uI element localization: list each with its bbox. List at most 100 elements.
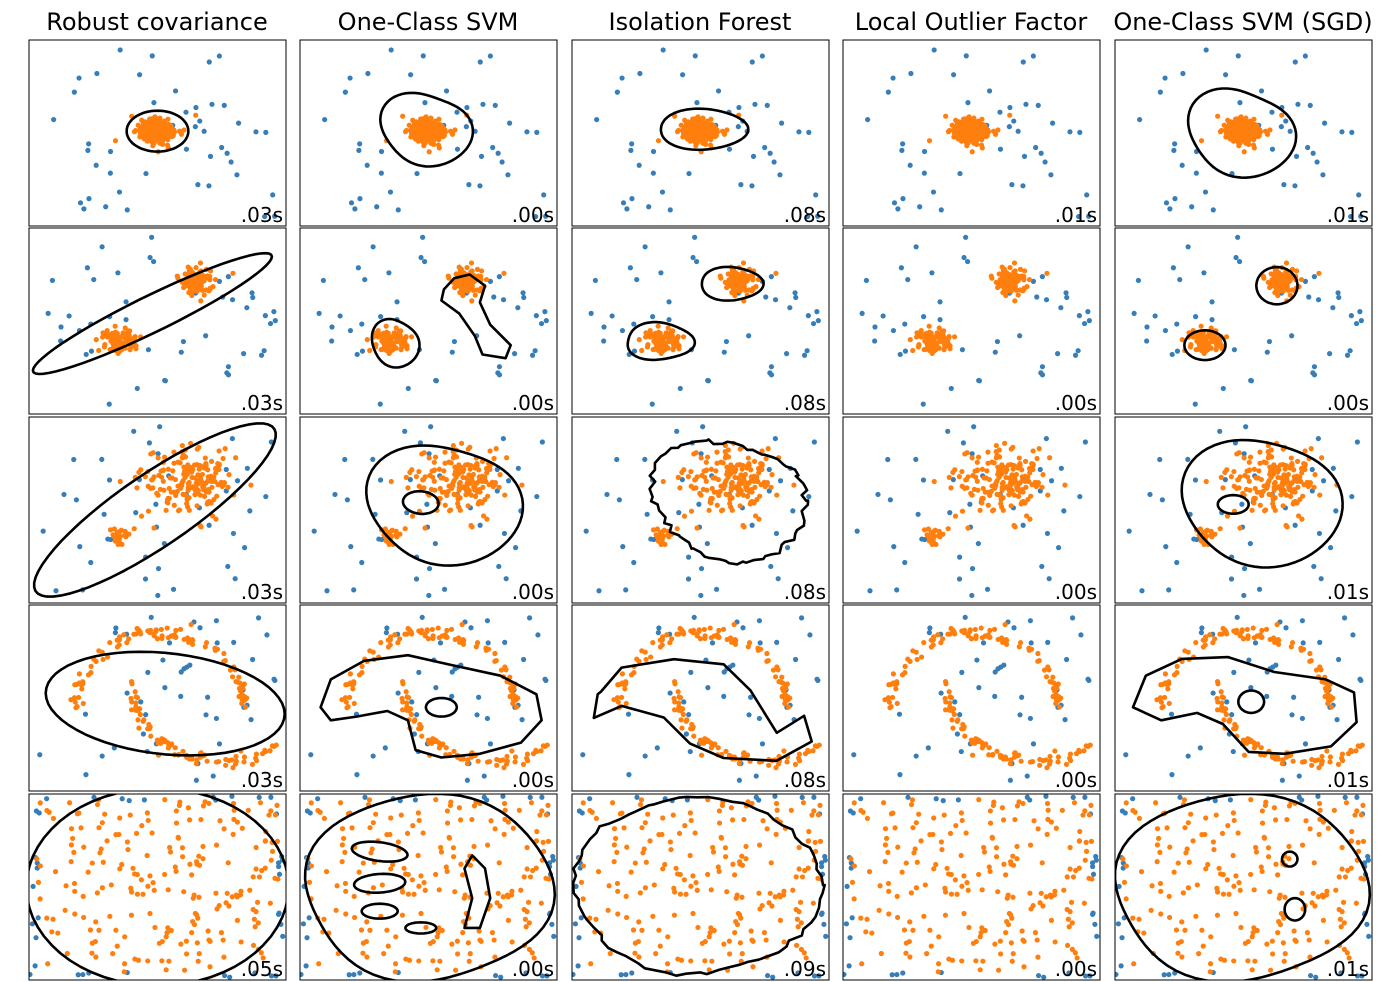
outlier-point	[1299, 618, 1306, 624]
outlier-point	[1305, 144, 1311, 151]
inlier-point	[74, 704, 80, 710]
inlier-point	[943, 681, 949, 687]
inlier-point	[208, 458, 215, 464]
outlier-point	[902, 321, 908, 327]
inlier-point	[703, 459, 709, 465]
outlier-point	[931, 47, 937, 53]
outlier-point	[1061, 508, 1067, 514]
inlier-point	[969, 149, 975, 155]
inlier-point	[172, 745, 178, 751]
outlier-point	[867, 588, 873, 594]
outlier-point	[865, 116, 871, 123]
decision-boundary	[319, 653, 543, 759]
inlier-point	[419, 133, 425, 140]
outlier-point	[477, 522, 483, 528]
inlier-point	[745, 752, 751, 758]
inlier-point	[241, 698, 247, 704]
inlier-point	[1298, 647, 1304, 653]
inlier-point	[222, 446, 228, 452]
fit-time-label: .01s	[1055, 203, 1097, 227]
inlier-point	[995, 464, 1001, 470]
inlier-point	[474, 266, 481, 272]
inlier-point	[930, 637, 936, 643]
outlier-point	[463, 124, 469, 130]
outlier-point	[1295, 101, 1301, 107]
inlier-point	[267, 748, 273, 754]
inlier-point	[990, 507, 997, 513]
outlier-point	[1009, 182, 1015, 188]
inlier-point	[1339, 751, 1346, 757]
outlier-point	[133, 510, 139, 516]
inlier-point	[393, 325, 399, 331]
outlier-point	[86, 141, 92, 147]
outlier-point	[404, 510, 410, 516]
outlier-point	[155, 592, 161, 599]
inlier-point	[919, 654, 925, 660]
inlier-point	[674, 526, 680, 532]
inlier-point	[1251, 500, 1257, 506]
inlier-point	[199, 471, 205, 478]
inlier-point	[403, 689, 409, 695]
outlier-point	[81, 206, 87, 212]
outlier-point	[1311, 274, 1317, 280]
inlier-point	[1294, 458, 1301, 464]
outlier-point	[798, 615, 805, 621]
outlier-point	[492, 102, 498, 108]
inlier-point	[589, 702, 594, 707]
outlier-point	[354, 772, 360, 778]
inlier-point	[401, 343, 407, 349]
panel-frame	[842, 227, 1101, 415]
outlier-point	[1246, 657, 1252, 663]
inlier-point	[138, 513, 145, 519]
inlier-point	[434, 131, 440, 137]
inlier-point	[408, 631, 415, 637]
inlier-point	[206, 498, 212, 505]
outlier-point	[1357, 309, 1363, 315]
inlier-point	[155, 740, 161, 746]
outlier-point	[957, 712, 963, 718]
inlier-point	[174, 488, 180, 495]
outlier-point	[891, 200, 898, 206]
outlier-point	[162, 685, 168, 691]
outlier-point	[971, 424, 977, 430]
inlier-point	[1214, 695, 1220, 702]
inlier-point	[949, 627, 956, 633]
inlier-point	[148, 485, 154, 491]
inlier-point	[662, 541, 668, 547]
inlier-point	[416, 468, 422, 475]
inlier-point	[1007, 264, 1013, 271]
inlier-point	[689, 721, 695, 728]
inlier-point	[755, 647, 761, 653]
inlier-point	[1241, 117, 1247, 123]
inlier-point	[1299, 470, 1305, 476]
inlier-point	[986, 752, 992, 758]
outlier-point	[529, 352, 536, 358]
inlier-point	[457, 479, 463, 486]
outlier-point	[984, 586, 991, 592]
outlier-point	[1264, 693, 1270, 699]
outlier-point	[231, 639, 237, 645]
inlier-point	[1006, 274, 1012, 280]
outlier-point	[887, 497, 893, 503]
inlier-point	[1327, 698, 1333, 704]
outlier-point	[1048, 172, 1054, 178]
inlier-point	[959, 726, 965, 732]
inlier-point	[779, 693, 785, 700]
outlier-point	[1201, 270, 1207, 276]
inlier-point	[426, 149, 432, 155]
inlier-point	[814, 743, 820, 749]
inlier-point	[96, 347, 102, 354]
inlier-point	[741, 524, 747, 530]
inlier-point	[691, 451, 697, 457]
outlier-point	[588, 310, 594, 316]
inlier-point	[687, 138, 694, 144]
outlier-point	[443, 88, 450, 94]
inlier-point	[655, 323, 661, 329]
inlier-point	[684, 122, 690, 128]
fit-time-label: .03s	[241, 391, 283, 415]
inlier-point	[692, 126, 698, 132]
inlier-point	[112, 323, 118, 329]
inlier-point	[1317, 492, 1323, 498]
inlier-point	[216, 448, 222, 454]
outlier-point	[959, 669, 965, 675]
